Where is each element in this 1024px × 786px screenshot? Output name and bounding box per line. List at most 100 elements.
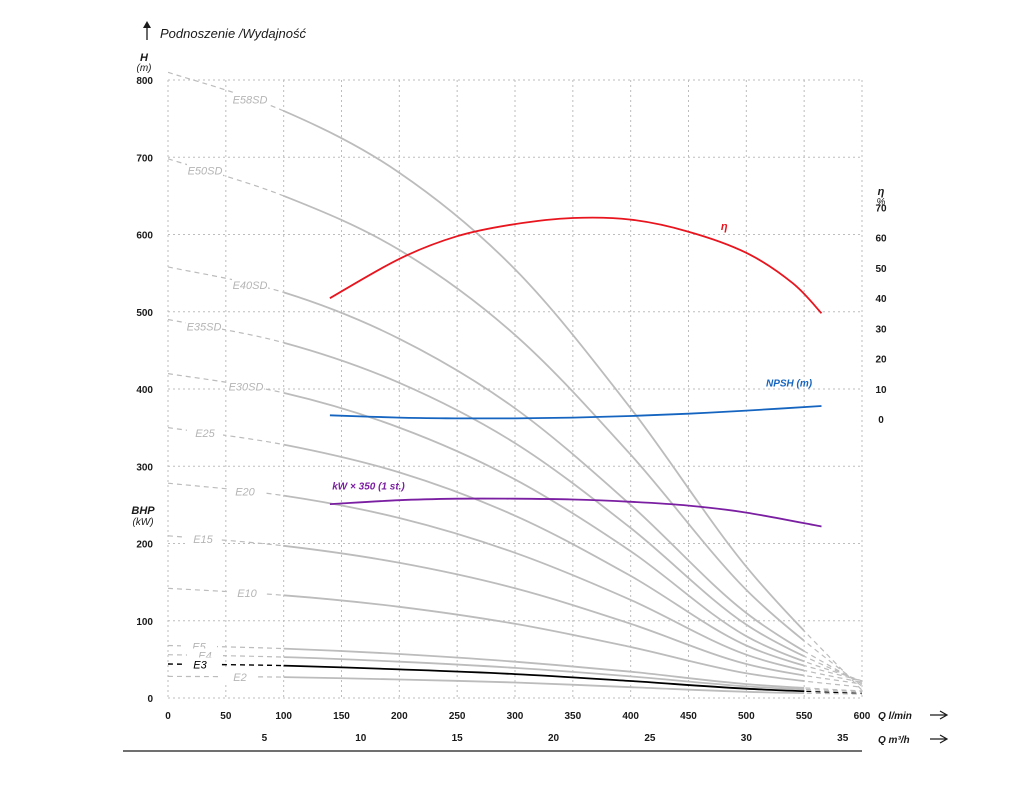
efficiency-tick-label: 60 [875, 234, 887, 245]
head-curve-solid [283, 656, 805, 691]
x-tick-label-lmin: 300 [507, 711, 524, 722]
efficiency-curve-label: η [721, 221, 728, 233]
chart-header: Podnoszenie /Wydajność [143, 21, 306, 41]
head-curve-solid [283, 676, 805, 695]
curve-label-bg [186, 319, 222, 333]
x-tick-label-lmin: 550 [796, 711, 813, 722]
head-curve-dashed [804, 680, 863, 688]
y-tick-label: 100 [136, 617, 153, 628]
x-tick-label-m3h: 25 [644, 733, 656, 744]
head-curve-solid [283, 291, 805, 653]
curve-label-bg [232, 278, 268, 292]
axis-ticks: 0100200300400500600700800010203040506070… [136, 76, 887, 744]
x-tick-label-lmin: 250 [449, 711, 466, 722]
efficiency-axis-label: η [878, 186, 885, 198]
curve-label: E50SD [188, 166, 223, 178]
up-arrow-icon [143, 21, 151, 28]
curve-label: E25 [195, 428, 215, 440]
curve-label-bg [232, 92, 268, 106]
arrow-right-icon [930, 710, 949, 720]
x-tick-label-lmin: 350 [564, 711, 581, 722]
head-curve-dashed [804, 669, 863, 684]
head-curve-e58sd: E58SD [168, 71, 863, 691]
efficiency-tick-label: 30 [875, 324, 887, 335]
x-tick-label-lmin: 150 [333, 711, 350, 722]
curve-label-bg [182, 657, 218, 671]
head-curve-e15: E15 [168, 531, 863, 685]
curve-label: E2 [233, 672, 246, 684]
curve-label: E35SD [187, 322, 222, 334]
y-axis-label: H [140, 52, 149, 64]
power-curve [329, 497, 822, 528]
head-curve-dashed [168, 587, 284, 596]
curve-label: E3 [193, 659, 207, 671]
curve-label-bg [185, 531, 221, 545]
y-tick-label: 700 [136, 153, 153, 164]
x-axis-lmin-label: Q l/min [878, 711, 912, 722]
x-tick-label-lmin: 600 [854, 711, 871, 722]
x-tick-label-m3h: 35 [837, 733, 849, 744]
curve-label-bg [228, 379, 264, 393]
efficiency-tick-label: 20 [875, 355, 887, 366]
efficiency-axis-unit: % [877, 197, 886, 208]
x-axis-m3h-label: Q m³/h [878, 735, 910, 746]
chart-title: Podnoszenie /Wydajność [160, 26, 306, 41]
head-curve-e20: E20 [168, 482, 863, 684]
npsh-curve-label: NPSH (m) [766, 379, 813, 390]
head-curve-e50sd: E50SD [168, 158, 863, 687]
y-tick-label: 800 [136, 76, 153, 87]
grid [167, 79, 863, 699]
head-curves: E58SDE50SDE40SDE35SDE30SDE25E20E15E10E5E… [168, 71, 863, 695]
x-tick-label-lmin: 100 [275, 711, 292, 722]
head-curve-solid [283, 594, 805, 683]
y-tick-label: 0 [147, 694, 153, 705]
curve-label: E15 [193, 534, 213, 546]
x-tick-label-lmin: 200 [391, 711, 408, 722]
head-curve-solid [283, 647, 805, 689]
head-curve-e30sd: E30SD [168, 373, 863, 682]
curve-label: E58SD [233, 95, 268, 107]
x-tick-label-m3h: 5 [262, 733, 268, 744]
head-curve-solid [283, 391, 805, 663]
head-curve-dashed [168, 373, 284, 394]
y-tick-label: 300 [136, 462, 153, 473]
head-curve-solid [283, 664, 805, 693]
head-curve-dashed [168, 158, 284, 197]
x-tick-label-lmin: 400 [622, 711, 639, 722]
power-curve-label: kW × 350 (1 st.) [332, 481, 405, 492]
head-curve-dashed [168, 482, 284, 497]
head-curve-e40sd: E40SD [168, 266, 863, 685]
x-tick-label-m3h: 30 [741, 733, 753, 744]
x-tick-label-lmin: 0 [165, 711, 171, 722]
head-curve-solid [283, 194, 805, 642]
y-tick-label: 500 [136, 308, 153, 319]
efficiency-curve [329, 216, 823, 314]
head-curve-dashed [804, 640, 863, 687]
efficiency-tick-label: 10 [875, 385, 887, 396]
head-curve-dashed [804, 660, 863, 682]
x-tick-label-m3h: 20 [548, 733, 560, 744]
x-tick-label-lmin: 450 [680, 711, 697, 722]
bhp-axis-unit: (kW) [132, 517, 153, 528]
x-tick-label-lmin: 50 [220, 711, 232, 722]
head-curve-e2: E2 [168, 669, 863, 695]
curve-label-bg [187, 426, 223, 440]
head-curve-solid [283, 443, 805, 667]
head-curve-solid [283, 494, 805, 672]
curve-label-bg [187, 163, 223, 177]
curve-label-bg [222, 669, 258, 683]
performance-series: η NPSH (m) kW × 350 (1 st.) [329, 216, 823, 528]
curve-label: E10 [237, 588, 257, 600]
x-tick-label-m3h: 10 [355, 733, 367, 744]
y-axis-unit: (m) [137, 63, 152, 74]
head-curve-solid [283, 544, 805, 677]
head-curve-solid [283, 109, 805, 633]
curve-label-bg [227, 484, 263, 498]
y-tick-label: 200 [136, 540, 153, 551]
efficiency-tick-label: 0 [878, 415, 884, 426]
bhp-axis-label: BHP [131, 505, 155, 517]
npsh-curve [329, 405, 822, 420]
head-curve-e10: E10 [168, 586, 863, 688]
efficiency-tick-label: 50 [875, 264, 887, 275]
x-tick-label-m3h: 15 [452, 733, 464, 744]
